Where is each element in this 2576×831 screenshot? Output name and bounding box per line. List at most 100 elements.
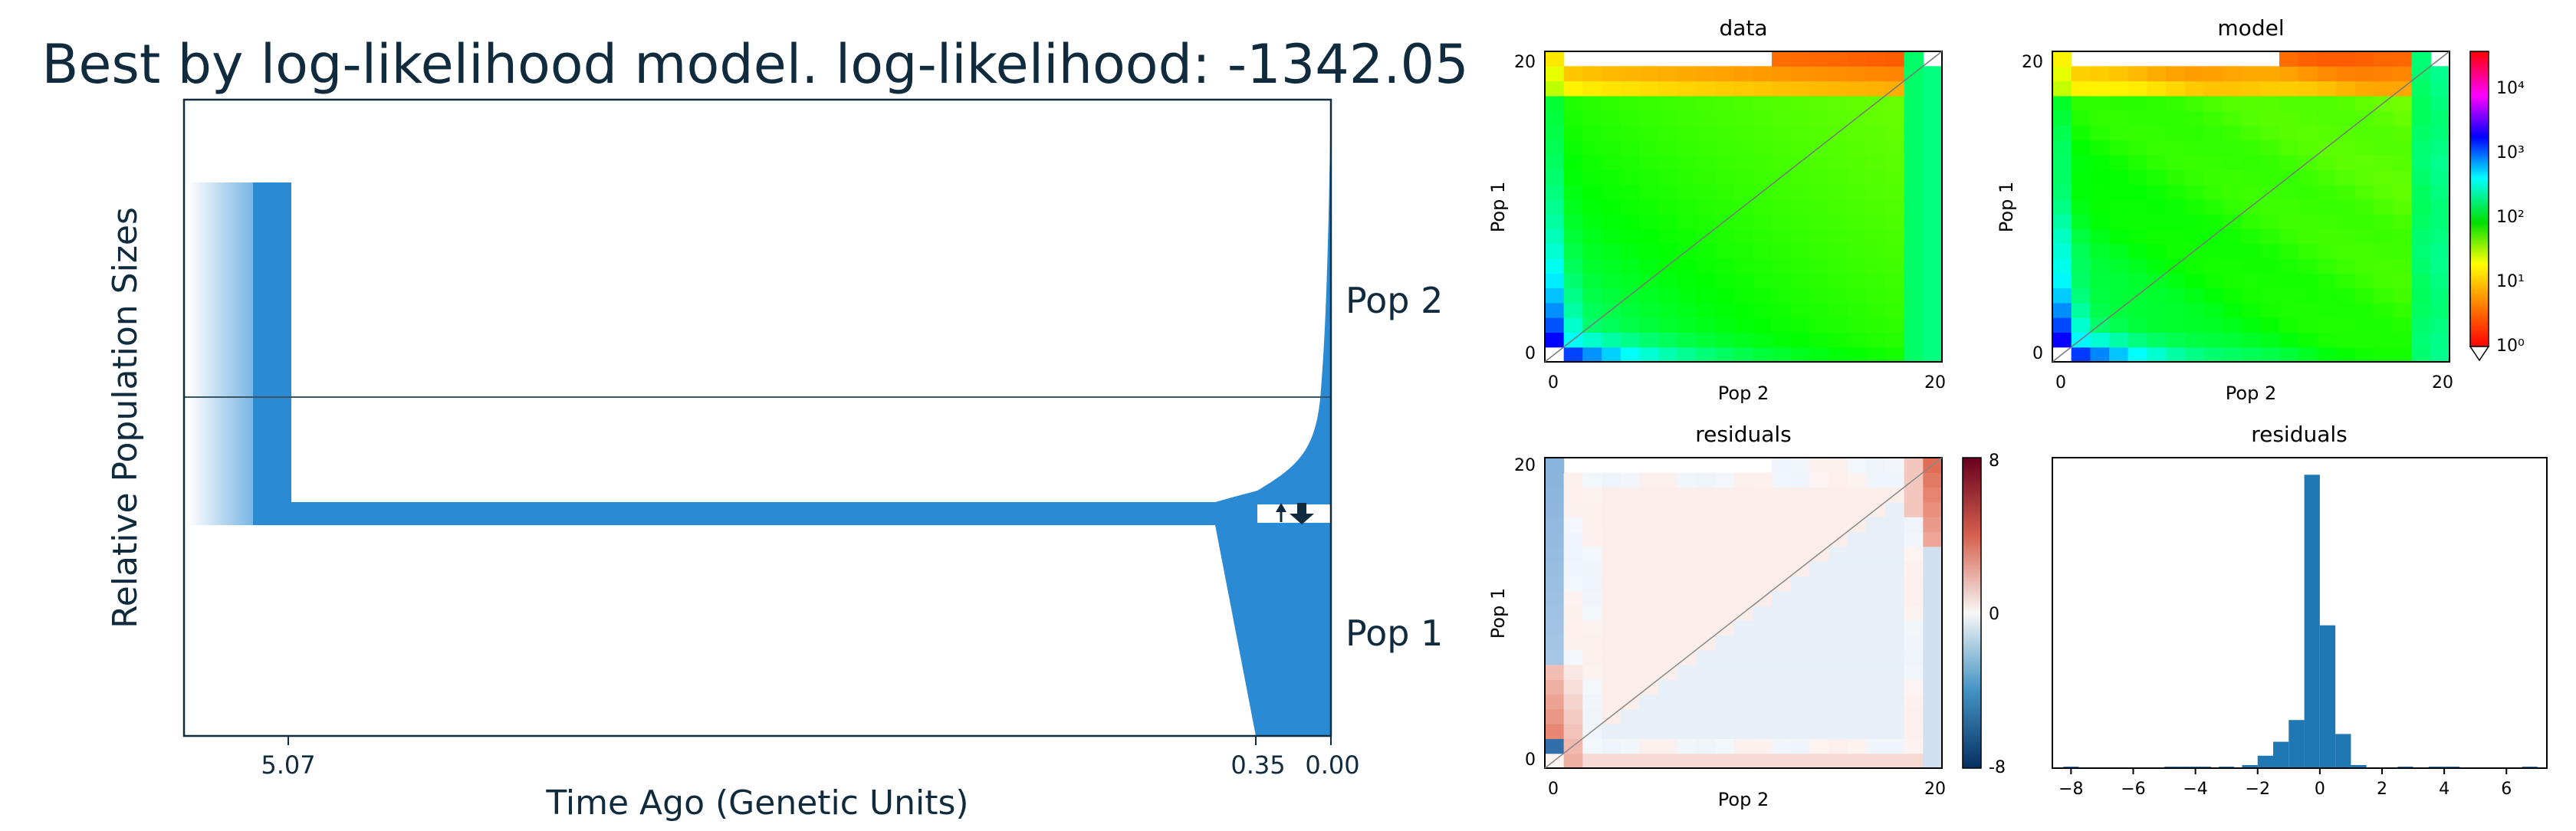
- heatmap-cell: [1885, 590, 1905, 606]
- heatmap-cell: [1847, 273, 1867, 289]
- heatmap-cell: [1639, 347, 1659, 363]
- heatmap-cell: [2411, 80, 2431, 97]
- heatmap-cell: [1904, 649, 1924, 665]
- heatmap-cell: [2223, 273, 2242, 289]
- tick-label: 0: [1548, 373, 1559, 393]
- heatmap-cell: [1847, 724, 1867, 740]
- heatmap-cell: [1923, 694, 1943, 710]
- heatmap-cell: [1639, 694, 1659, 710]
- heatmap-cell: [2052, 51, 2072, 67]
- histogram-title: residuals: [2251, 422, 2348, 447]
- heatmap-cell: [1809, 66, 1829, 82]
- heatmap-cell: [1602, 561, 1622, 576]
- heatmap-cell: [1582, 605, 1602, 621]
- heatmap-cell: [2184, 347, 2204, 363]
- heatmap-cell: [2336, 302, 2356, 318]
- heatmap-cell: [1563, 590, 1583, 606]
- heatmap-cell: [1772, 665, 1792, 680]
- heatmap-cell: [2090, 199, 2110, 215]
- heatmap-cell: [2317, 125, 2337, 141]
- heatmap-cell: [2374, 66, 2394, 82]
- heatmap-cell: [2166, 110, 2186, 126]
- heatmap-cell: [1809, 561, 1829, 576]
- heatmap-cell: [1772, 472, 1792, 488]
- heatmap-cell: [1696, 472, 1716, 488]
- heatmap-cell: [1866, 228, 1886, 245]
- heatmap-cell: [1790, 649, 1810, 665]
- heatmap-cell: [1639, 332, 1659, 348]
- heatmap-cell: [2109, 347, 2129, 363]
- heatmap-cell: [1753, 708, 1773, 724]
- heatmap-cell: [1829, 243, 1848, 259]
- heatmap-cell: [1904, 258, 1924, 274]
- heatmap-cell: [2223, 199, 2242, 215]
- heatmap-cell: [2147, 243, 2167, 259]
- heatmap-cell: [2203, 332, 2223, 348]
- sfs-colorbar: 10⁴ 10³ 10² 10¹ 10⁰: [2469, 51, 2525, 362]
- heatmap-cell: [1602, 95, 1622, 111]
- heatmap-cell: [1885, 753, 1905, 769]
- heatmap-cell: [1885, 665, 1905, 680]
- heatmap-cell: [1602, 125, 1622, 141]
- heatmap-cell: [2184, 199, 2204, 215]
- heatmap-cell: [1790, 546, 1810, 562]
- heatmap-cell: [1904, 694, 1924, 710]
- heatmap-cell: [2071, 80, 2091, 97]
- heatmap-cell: [1715, 273, 1735, 289]
- heatmap-cell: [1772, 228, 1792, 245]
- heatmap-cell: [2336, 155, 2356, 170]
- histogram-bar: [2164, 766, 2180, 768]
- heatmap-cell: [1923, 258, 1943, 274]
- heatmap-cell: [1639, 258, 1659, 274]
- heatmap-cell: [1563, 125, 1583, 141]
- heatmap-cell: [2374, 317, 2394, 333]
- heatmap-cell: [2298, 95, 2318, 111]
- heatmap-cell: [1904, 546, 1924, 562]
- heatmap-cell: [1545, 590, 1565, 606]
- heatmap-cell: [1923, 665, 1943, 680]
- heatmap-cell: [1696, 214, 1716, 230]
- heatmap-cell: [2090, 80, 2110, 97]
- heatmap-cell: [1696, 184, 1716, 200]
- heatmap-cell: [1809, 302, 1829, 318]
- heatmap-cell: [2147, 258, 2167, 274]
- heatmap-cell: [1620, 590, 1640, 606]
- heatmap-cell: [1829, 317, 1848, 333]
- heatmap-cell: [1753, 517, 1773, 533]
- heatmap-cell: [1923, 243, 1943, 259]
- heatmap-cell: [1866, 679, 1886, 695]
- heatmap-cell: [1715, 332, 1735, 348]
- heatmap-cell: [1923, 287, 1943, 304]
- tick-label: 0: [2055, 373, 2066, 393]
- heatmap-cell: [1866, 302, 1886, 318]
- colorbar-tick: 10⁴: [2496, 79, 2525, 98]
- heatmap-cell: [1545, 332, 1565, 348]
- heatmap-cell: [2147, 155, 2167, 170]
- histogram-bar: [2063, 766, 2079, 768]
- heatmap-cell: [2354, 302, 2374, 318]
- heatmap-cell: [1809, 487, 1829, 503]
- heatmap-cell: [1733, 95, 1753, 111]
- heatmap-cell: [2128, 317, 2147, 333]
- heatmap-cell: [1772, 287, 1792, 304]
- heatmap-cell: [1753, 317, 1773, 333]
- heatmap-cell: [1829, 501, 1848, 517]
- heatmap-cell: [2203, 273, 2223, 289]
- heatmap-cell: [1885, 228, 1905, 245]
- heatmap-cell: [1772, 590, 1792, 606]
- heatmap-cell: [1602, 273, 1622, 289]
- heatmap-cell: [1866, 620, 1886, 636]
- heatmap-cell: [1829, 66, 1848, 82]
- heatmap-cell: [2128, 66, 2147, 82]
- heatmap-cell: [2374, 347, 2394, 363]
- data-axes: [1544, 51, 1943, 363]
- histogram-bar: [2219, 766, 2235, 768]
- heatmap-cell: [2260, 110, 2280, 126]
- heatmap-cell: [1790, 199, 1810, 215]
- heatmap-cell: [1545, 501, 1565, 517]
- heatmap-cell: [2298, 273, 2318, 289]
- pop2-growth: [1257, 100, 1331, 525]
- heatmap-cell: [1753, 605, 1773, 621]
- heatmap-cell: [1602, 605, 1622, 621]
- heatmap-cell: [1582, 243, 1602, 259]
